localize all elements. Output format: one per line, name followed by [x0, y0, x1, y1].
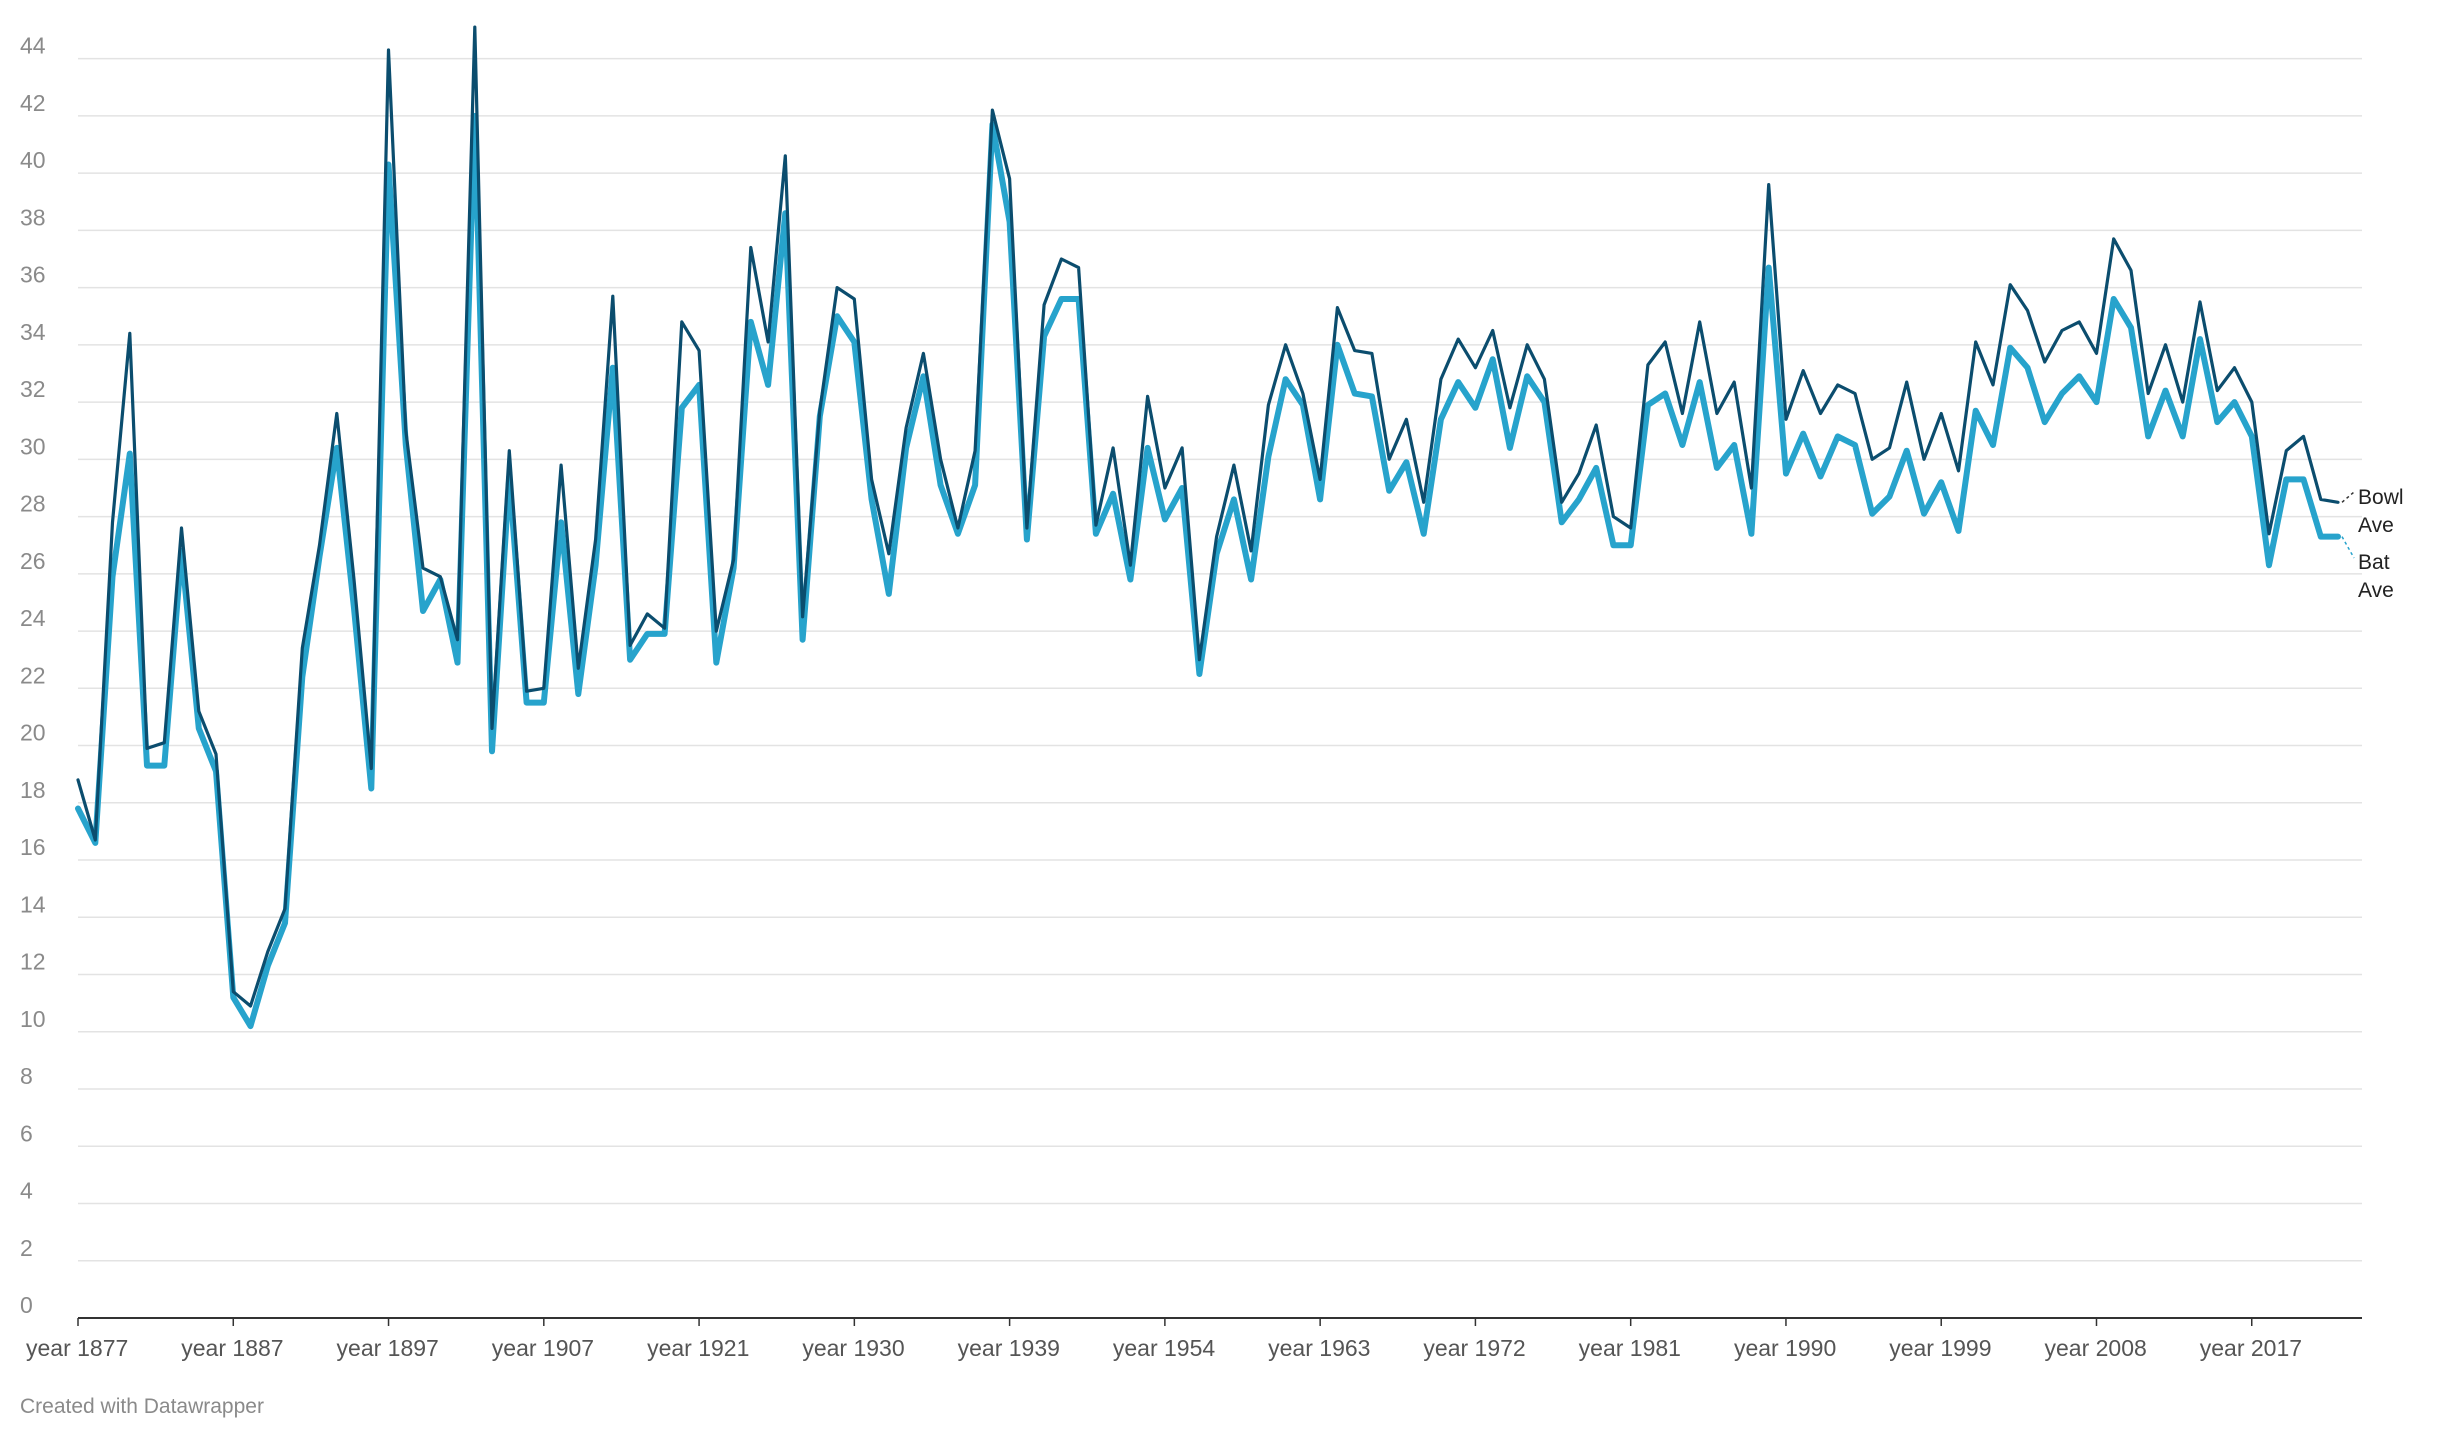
x-tick-label: year 1954: [1113, 1335, 1216, 1361]
x-tick-label: year 1907: [492, 1335, 594, 1361]
y-tick-label: 34: [20, 319, 46, 345]
series-line-bat-ave: [75, 112, 2341, 1030]
x-tick-label: year 1963: [1268, 1335, 1370, 1361]
footer-credit: Created with Datawrapper: [20, 1395, 264, 1418]
y-tick-label: 14: [20, 891, 46, 917]
bat-label-leader: [2341, 536, 2355, 559]
y-tick-label: 8: [20, 1063, 33, 1089]
y-tick-label: 16: [20, 834, 46, 860]
series-labels: Bowl Ave Bat Ave: [2341, 486, 2404, 602]
y-tick-label: 26: [20, 548, 46, 574]
x-tick-label: year 1897: [337, 1335, 439, 1361]
bowl-label-leader: [2341, 491, 2355, 503]
x-tick-label: year 1990: [1734, 1335, 1836, 1361]
x-tick-label: year 1972: [1423, 1335, 1525, 1361]
series-label-bat: Ave: [2358, 579, 2394, 602]
x-tick-label: year 1877: [26, 1335, 128, 1361]
x-axis-ticks: year 1877 year 1887 year 1897 year 1907 year…: [26, 1318, 2302, 1361]
y-tick-label: 42: [20, 90, 46, 116]
y-tick-label: 30: [20, 433, 46, 459]
y-tick-label: 10: [20, 1006, 46, 1032]
x-tick-label: year 1887: [181, 1335, 283, 1361]
x-tick-label: year 1999: [1889, 1335, 1991, 1361]
y-tick-label: 44: [20, 33, 46, 59]
y-tick-label: 4: [20, 1178, 33, 1204]
y-tick-label: 22: [20, 662, 46, 688]
series-label-bowl: Ave: [2358, 514, 2394, 537]
series-lines: [75, 25, 2341, 1030]
x-tick-label: year 1921: [647, 1335, 749, 1361]
x-tick-label: year 2008: [2044, 1335, 2146, 1361]
y-tick-label: 2: [20, 1235, 33, 1261]
x-tick-label: year 1939: [958, 1335, 1060, 1361]
x-tick-label: year 1930: [802, 1335, 904, 1361]
y-tick-label: 12: [20, 949, 46, 975]
y-tick-label: 38: [20, 204, 46, 230]
y-tick-label: 0: [20, 1292, 33, 1318]
y-tick-label: 6: [20, 1120, 33, 1146]
series-line-bowl-ave: [76, 25, 2340, 1008]
y-tick-label: 40: [20, 147, 46, 173]
x-tick-label: year 2017: [2200, 1335, 2302, 1361]
y-axis-ticks: 0246810121416182022242628303234363840424…: [20, 33, 46, 1318]
y-tick-label: 18: [20, 777, 46, 803]
y-tick-label: 24: [20, 605, 46, 631]
x-tick-label: year 1981: [1579, 1335, 1681, 1361]
series-label-bowl: Bowl: [2358, 486, 2404, 509]
y-tick-label: 36: [20, 262, 46, 288]
gridlines: [78, 57, 2362, 1319]
y-tick-label: 28: [20, 491, 46, 517]
series-label-bat: Bat: [2358, 551, 2390, 574]
y-tick-label: 20: [20, 720, 46, 746]
y-tick-label: 32: [20, 376, 46, 402]
